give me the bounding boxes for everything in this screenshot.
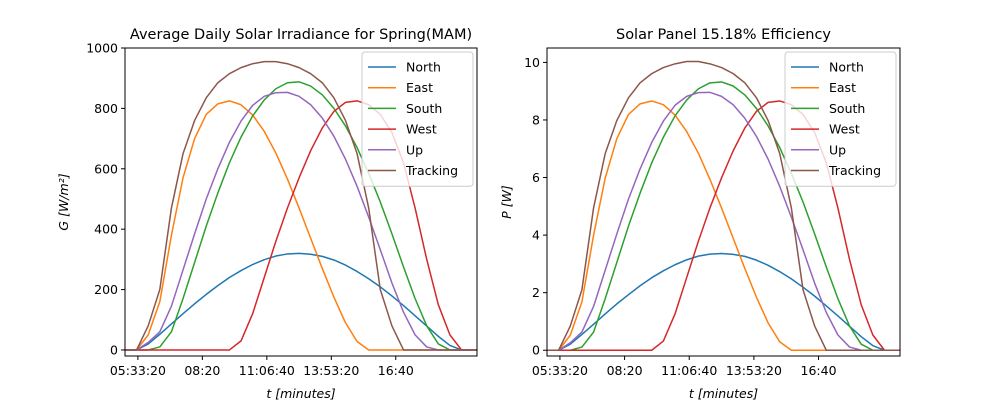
legend-box bbox=[361, 51, 474, 187]
x-axis-label: t [minutes] bbox=[689, 386, 758, 400]
y-axis-label: G [W/m²] bbox=[56, 173, 71, 230]
legend-label-south: South bbox=[406, 101, 442, 116]
legend-label-west: West bbox=[829, 122, 860, 137]
y-tick-label: 800 bbox=[94, 101, 118, 116]
series-line-tracking bbox=[125, 60, 477, 351]
axes-frame bbox=[546, 47, 901, 357]
legend-label-west: West bbox=[406, 122, 437, 137]
series-line-west bbox=[125, 100, 477, 351]
y-tick-label: 0 bbox=[532, 343, 540, 358]
y-tick-label: 6 bbox=[532, 170, 540, 185]
series-line-up bbox=[125, 91, 477, 351]
x-tick-label: 13:53:20 bbox=[303, 363, 359, 378]
y-axis-label: P [W] bbox=[499, 185, 514, 219]
legend-label-south: South bbox=[829, 101, 865, 116]
legend-label-east: East bbox=[829, 80, 856, 95]
x-tick-label: 11:06:40 bbox=[239, 363, 295, 378]
chart-panel-1: Average Daily Solar Irradiance for Sprin… bbox=[56, 27, 478, 400]
series-line-north bbox=[547, 252, 900, 351]
series-line-west bbox=[547, 100, 900, 351]
x-tick-label: 05:33:20 bbox=[532, 363, 588, 378]
y-tick-label: 400 bbox=[94, 222, 118, 237]
legend-label-tracking: Tracking bbox=[828, 163, 881, 178]
x-tick-label: 08:20 bbox=[607, 363, 643, 378]
series-line-up bbox=[547, 91, 900, 351]
y-tick-label: 200 bbox=[94, 282, 118, 297]
x-tick-label: 05:33:20 bbox=[110, 363, 166, 378]
chart-panel-2: Solar Panel 15.18% Efficiency 05:33:20 08:… bbox=[499, 27, 901, 400]
legend-label-tracking: Tracking bbox=[405, 163, 458, 178]
legend: North East South West Up Tracking bbox=[361, 51, 474, 187]
x-tick-label: 11:06:40 bbox=[661, 363, 717, 378]
y-tick-label: 8 bbox=[532, 112, 540, 127]
chart-title: Solar Panel 15.18% Efficiency bbox=[616, 27, 831, 43]
y-tick-label: 2 bbox=[532, 285, 540, 300]
x-tick-label: 08:20 bbox=[184, 363, 220, 378]
legend-label-east: East bbox=[406, 80, 433, 95]
y-tick-label: 1000 bbox=[86, 41, 118, 56]
legend-label-up: Up bbox=[829, 142, 846, 157]
series-line-south bbox=[547, 81, 900, 351]
legend-label-north: North bbox=[406, 60, 441, 75]
legend-label-north: North bbox=[829, 60, 864, 75]
y-tick-label: 10 bbox=[524, 55, 540, 70]
x-tick-label: 13:53:20 bbox=[726, 363, 782, 378]
y-tick-label: 600 bbox=[94, 161, 118, 176]
chart-title: Average Daily Solar Irradiance for Sprin… bbox=[130, 27, 472, 43]
legend-label-up: Up bbox=[406, 142, 423, 157]
axes-frame bbox=[124, 47, 478, 357]
y-tick-label: 0 bbox=[110, 342, 118, 357]
legend: North East South West Up Tracking bbox=[784, 51, 897, 187]
y-tick-label: 4 bbox=[532, 228, 540, 243]
legend-box bbox=[784, 51, 897, 187]
x-tick-label: 16:40 bbox=[801, 363, 837, 378]
x-axis-label: t [minutes] bbox=[266, 386, 335, 400]
series-line-south bbox=[125, 81, 477, 351]
x-tick-label: 16:40 bbox=[378, 363, 414, 378]
series-line-tracking bbox=[547, 60, 900, 351]
series-line-north bbox=[125, 252, 477, 351]
